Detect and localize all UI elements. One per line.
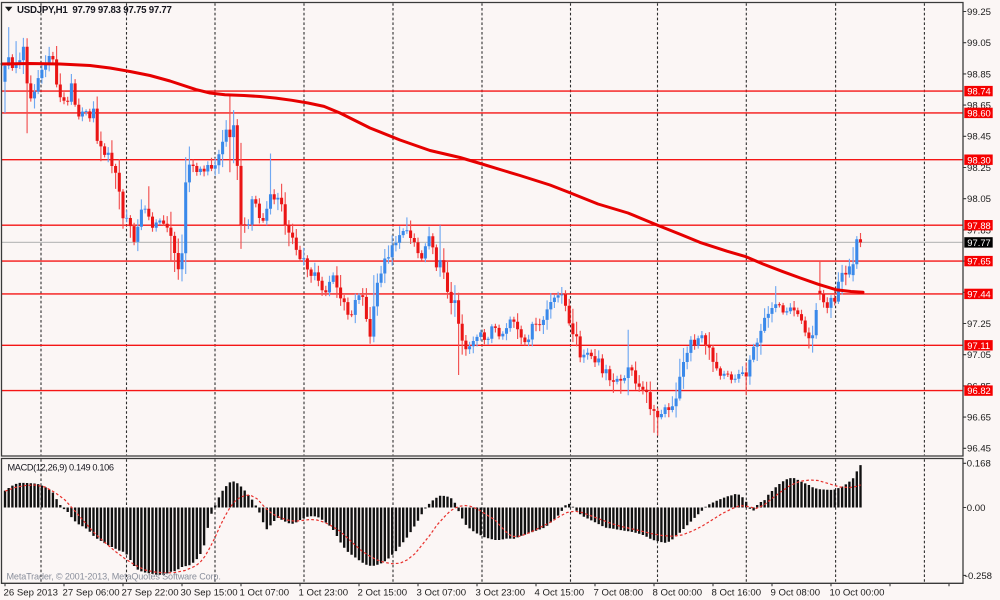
svg-text:3 Oct 07:00: 3 Oct 07:00 [417, 588, 467, 599]
svg-text:2 Oct 15:00: 2 Oct 15:00 [358, 588, 408, 599]
svg-text:98.65: 98.65 [967, 101, 991, 112]
svg-text:9 Oct 08:00: 9 Oct 08:00 [771, 588, 821, 599]
svg-text:97.85: 97.85 [967, 225, 991, 236]
svg-text:96.82: 96.82 [967, 385, 990, 396]
svg-text:98.05: 98.05 [967, 194, 991, 205]
svg-text:98.25: 98.25 [967, 163, 991, 174]
svg-text:99.05: 99.05 [967, 38, 991, 49]
svg-text:96.45: 96.45 [967, 444, 991, 455]
svg-text:3 Oct 23:00: 3 Oct 23:00 [476, 588, 526, 599]
svg-text:USDJPY,H1 97.79 97.83 97.75 9: USDJPY,H1 97.79 97.83 97.75 97.77 [17, 5, 172, 16]
svg-text:97.05: 97.05 [967, 350, 991, 361]
svg-text:97.25: 97.25 [967, 319, 991, 330]
svg-text:97.11: 97.11 [967, 340, 990, 351]
svg-text:0.168: 0.168 [967, 459, 991, 470]
svg-text:0.00: 0.00 [967, 503, 986, 514]
svg-text:98.60: 98.60 [967, 108, 990, 119]
svg-text:8 Oct 16:00: 8 Oct 16:00 [712, 588, 762, 599]
svg-text:1 Oct 07:00: 1 Oct 07:00 [240, 588, 290, 599]
svg-text:7 Oct 08:00: 7 Oct 08:00 [594, 588, 644, 599]
svg-text:97.88: 97.88 [967, 220, 990, 231]
svg-text:98.85: 98.85 [967, 69, 991, 80]
svg-text:27 Sep 22:00: 27 Sep 22:00 [122, 588, 179, 599]
svg-text:98.74: 98.74 [967, 86, 990, 97]
svg-text:MetaTrader, © 2001-2013, MetaQ: MetaTrader, © 2001-2013, MetaQuotes Soft… [7, 572, 221, 582]
svg-text:-0.258: -0.258 [965, 571, 992, 582]
svg-text:26 Sep 2013: 26 Sep 2013 [4, 588, 58, 599]
svg-text:97.44: 97.44 [967, 289, 990, 300]
svg-text:30 Sep 15:00: 30 Sep 15:00 [181, 588, 238, 599]
svg-text:27 Sep 06:00: 27 Sep 06:00 [63, 588, 120, 599]
svg-text:97.77: 97.77 [967, 237, 990, 248]
svg-text:96.65: 96.65 [967, 413, 991, 424]
svg-text:8 Oct 00:00: 8 Oct 00:00 [653, 588, 703, 599]
svg-text:4 Oct 15:00: 4 Oct 15:00 [535, 588, 585, 599]
svg-text:MACD(12,26,9) 0.149 0.106: MACD(12,26,9) 0.149 0.106 [8, 463, 114, 473]
svg-text:10 Oct 00:00: 10 Oct 00:00 [830, 588, 885, 599]
svg-text:98.45: 98.45 [967, 132, 991, 143]
svg-text:1 Oct 23:00: 1 Oct 23:00 [299, 588, 349, 599]
svg-text:98.30: 98.30 [967, 154, 990, 165]
svg-text:99.25: 99.25 [967, 7, 991, 18]
svg-text:97.65: 97.65 [967, 256, 990, 267]
